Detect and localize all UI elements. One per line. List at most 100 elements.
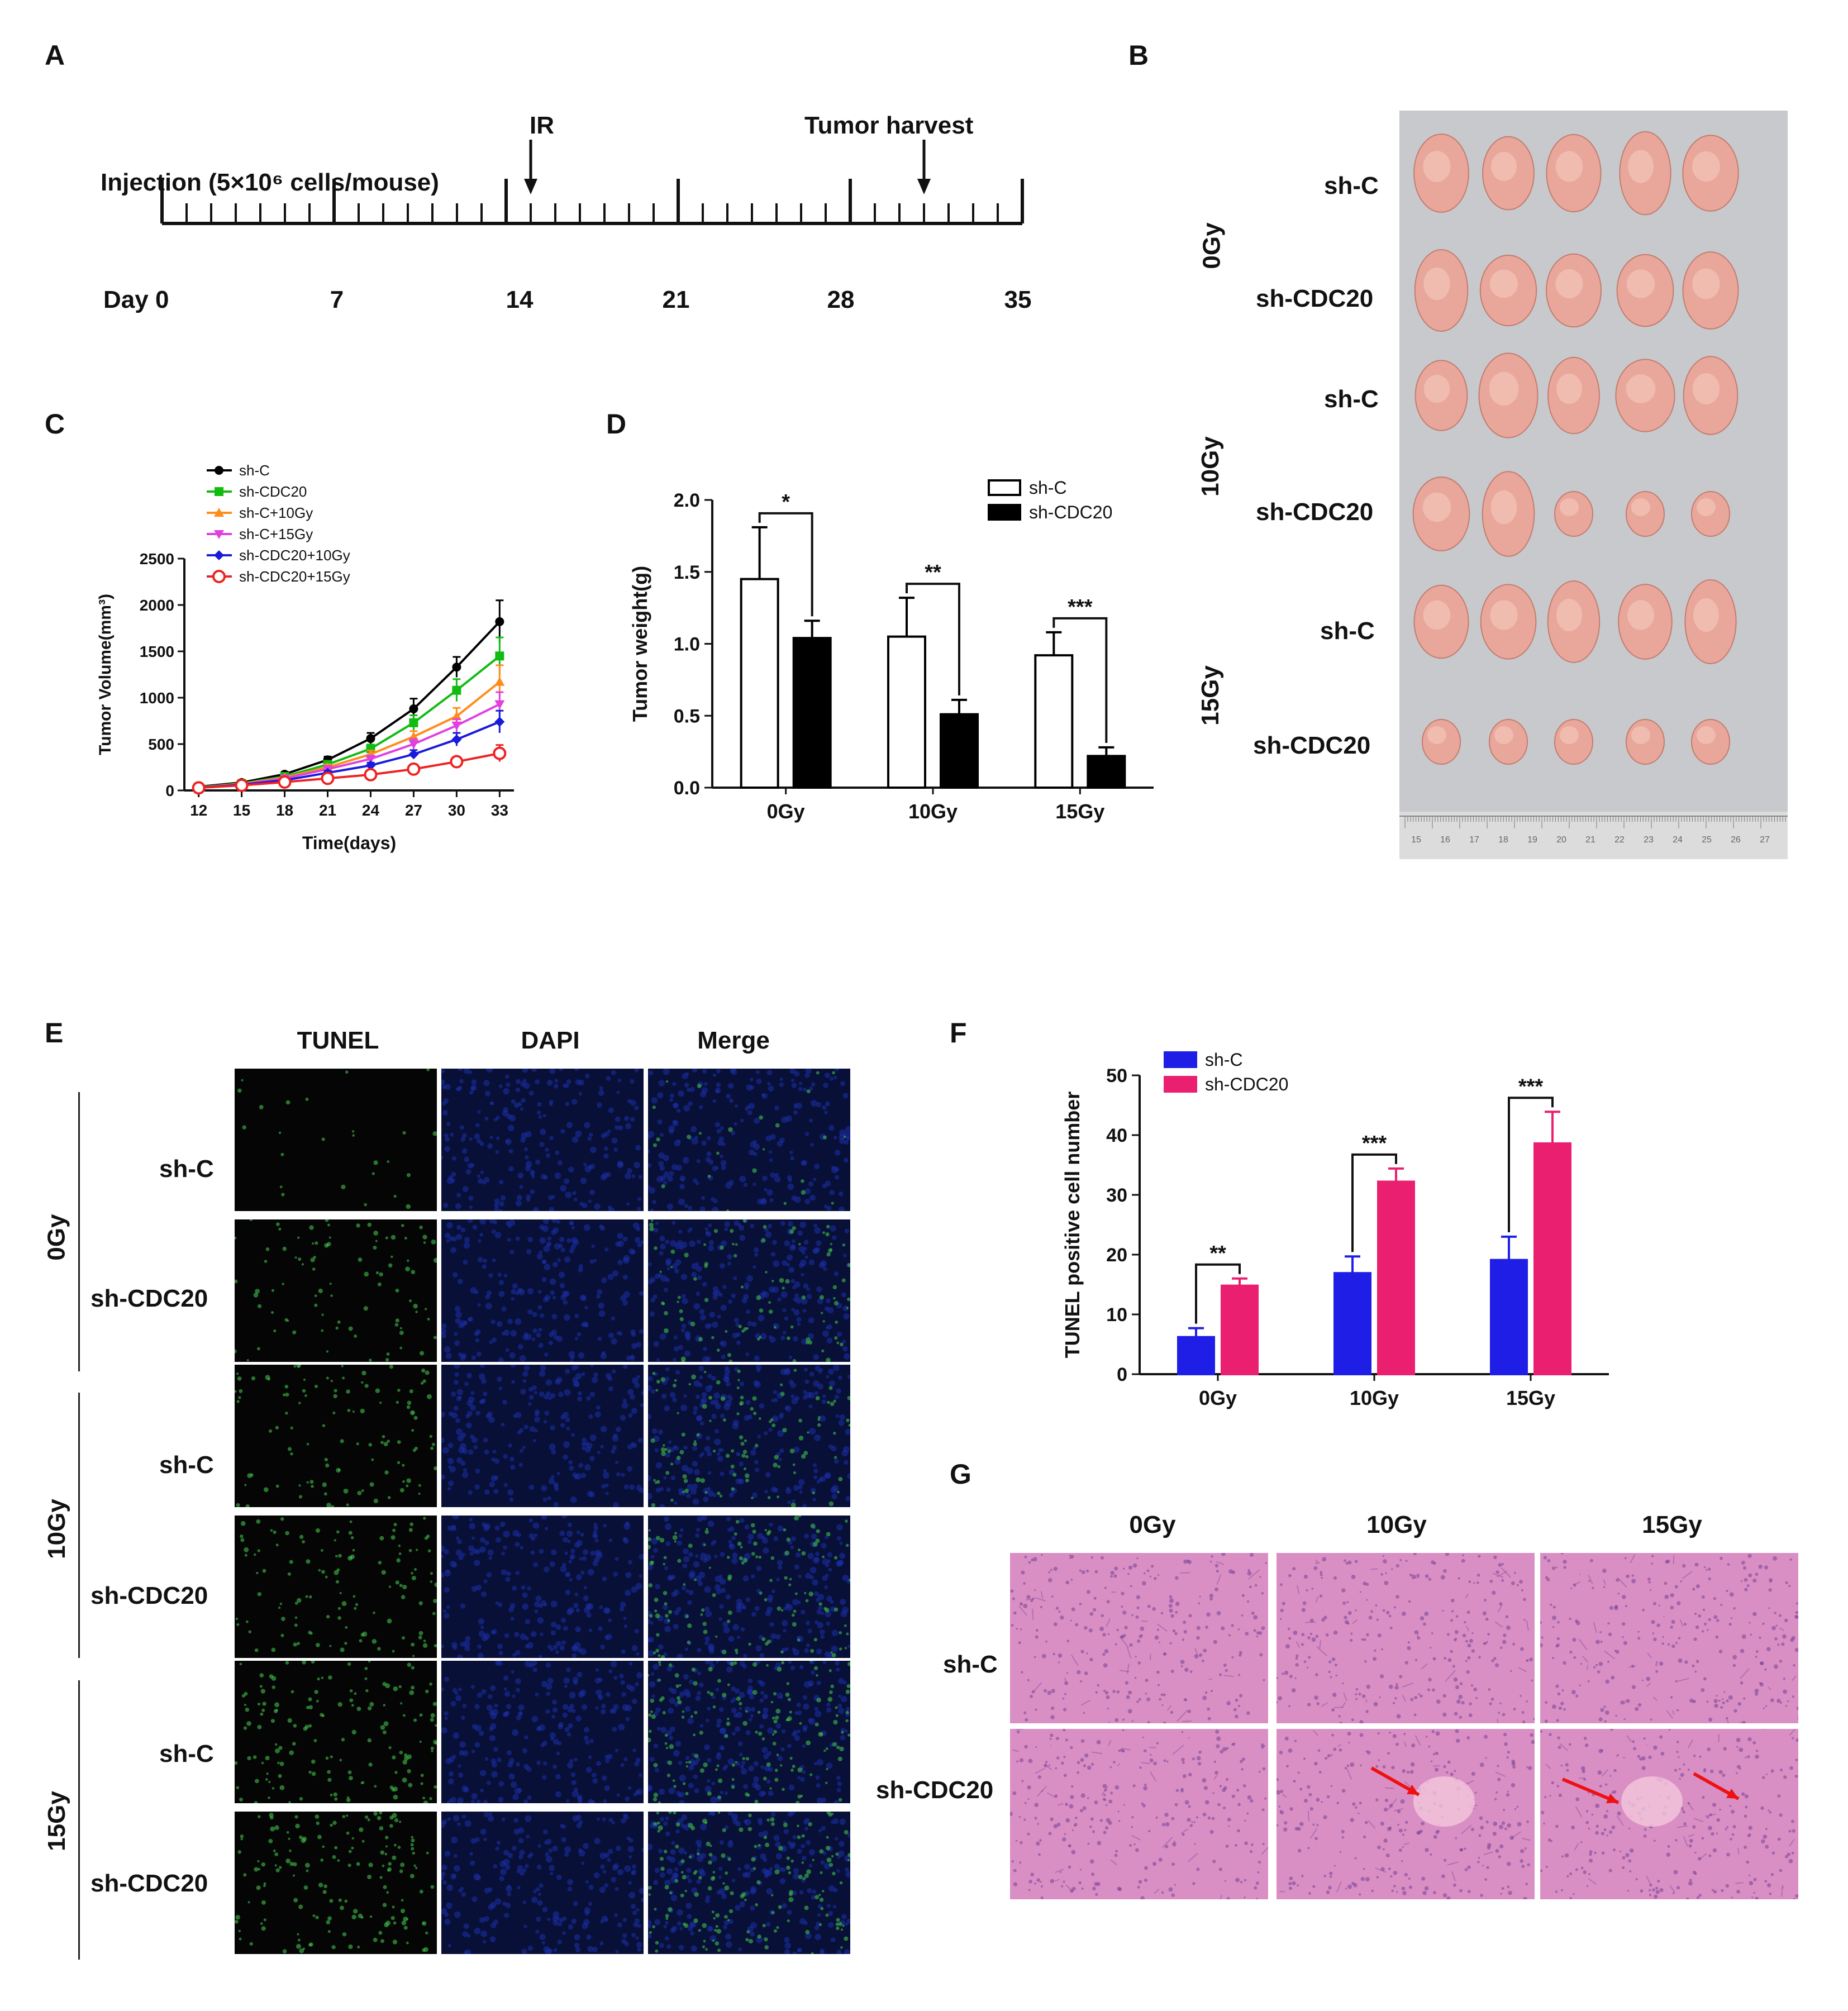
tunel-positive-cell — [244, 1484, 247, 1486]
tunel-positive-cell — [815, 1538, 820, 1543]
tunel-positive-cell — [742, 1219, 747, 1223]
he-nucleus — [1083, 1712, 1085, 1714]
tunel-positive-cell — [415, 1866, 418, 1870]
he-nucleus — [1246, 1600, 1249, 1603]
dapi-nucleus — [535, 1159, 541, 1165]
tunel-positive-cell — [752, 1867, 756, 1870]
dapi-nucleus — [801, 1273, 804, 1276]
he-nucleus — [1012, 1597, 1016, 1600]
tunel-positive-cell — [668, 1610, 672, 1614]
dapi-nucleus — [590, 1800, 596, 1803]
dapi-nucleus — [780, 1291, 788, 1298]
he-nucleus — [1086, 1652, 1088, 1655]
dapi-nucleus — [616, 1472, 621, 1476]
c-legend-label: sh-C+10Gy — [239, 504, 313, 521]
tunel-positive-cell — [746, 1930, 750, 1934]
tunel-positive-cell — [771, 1733, 775, 1736]
he-fiber — [1208, 1678, 1212, 1680]
dapi-nucleus — [696, 1292, 701, 1296]
tunel-positive-cell — [668, 1663, 673, 1667]
dapi-nucleus — [570, 1496, 577, 1503]
tunel-positive-cell — [759, 1336, 762, 1339]
he-nucleus — [1468, 1580, 1471, 1583]
tunel-positive-cell — [332, 1411, 336, 1414]
dapi-nucleus — [505, 1221, 511, 1226]
dapi-nucleus — [814, 1164, 820, 1170]
tunel-positive-cell — [312, 1914, 316, 1917]
dapi-nucleus — [845, 1428, 850, 1435]
dapi-nucleus — [800, 1259, 807, 1266]
dapi-nucleus — [802, 1695, 808, 1700]
tunel-positive-cell — [315, 1241, 318, 1245]
tunel-positive-cell — [392, 1755, 396, 1760]
dapi-nucleus — [441, 1069, 445, 1074]
dapi-nucleus — [764, 1227, 769, 1232]
tunel-positive-cell — [434, 1582, 437, 1588]
dapi-nucleus — [581, 1322, 585, 1327]
dapi-nucleus — [807, 1629, 812, 1634]
tunel-positive-cell — [399, 1331, 404, 1335]
tunel-positive-cell — [308, 1595, 312, 1599]
tunel-positive-cell — [667, 1760, 673, 1765]
dapi-nucleus — [649, 1187, 655, 1194]
dapi-nucleus — [671, 1164, 678, 1170]
dapi-nucleus — [708, 1643, 715, 1650]
tunel-positive-cell — [730, 1229, 734, 1233]
tunel-positive-cell — [413, 1718, 417, 1722]
tunel-positive-cell — [664, 1885, 669, 1890]
dapi-nucleus — [620, 1414, 626, 1421]
dapi-nucleus — [575, 1626, 581, 1633]
tunel-positive-cell — [828, 1386, 833, 1390]
dapi-nucleus — [740, 1627, 745, 1632]
dapi-nucleus — [513, 1828, 520, 1835]
dapi-nucleus — [799, 1890, 804, 1895]
dapi-nucleus — [657, 1119, 663, 1124]
he-nucleus — [1163, 1722, 1166, 1723]
dapi-nucleus — [793, 1110, 798, 1115]
dapi-nucleus — [454, 1853, 458, 1858]
tunel-positive-cell — [330, 1755, 333, 1759]
dapi-nucleus — [713, 1399, 719, 1405]
tunel-positive-cell — [770, 1817, 775, 1822]
dapi-nucleus — [713, 1392, 721, 1399]
dapi-nucleus — [801, 1844, 806, 1848]
dapi-nucleus — [564, 1256, 571, 1263]
dapi-nucleus — [725, 1933, 732, 1940]
tunel-positive-cell — [650, 1438, 655, 1443]
dapi-nucleus — [575, 1130, 582, 1137]
tunel-positive-cell — [280, 1517, 284, 1521]
dapi-nucleus — [623, 1617, 627, 1621]
he-nucleus — [1104, 1649, 1109, 1653]
tunel-positive-cell — [696, 1477, 701, 1483]
dapi-nucleus — [585, 1767, 592, 1773]
dapi-nucleus — [782, 1903, 787, 1909]
day-label-14: 14 — [506, 286, 534, 313]
dapi-nucleus — [779, 1414, 784, 1419]
dapi-nucleus — [698, 1105, 703, 1109]
tunel-positive-cell — [731, 1487, 735, 1491]
dapi-nucleus — [455, 1318, 461, 1324]
dapi-nucleus — [679, 1774, 686, 1781]
tunel-positive-cell — [654, 1908, 657, 1911]
dapi-nucleus — [547, 1496, 551, 1500]
dapi-nucleus — [809, 1428, 816, 1435]
c-series-line — [198, 721, 501, 789]
tunel-positive-cell — [396, 1558, 401, 1563]
dapi-nucleus — [715, 1429, 719, 1433]
tunel-positive-cell — [326, 1503, 331, 1507]
harvest-arrow-head — [917, 179, 931, 194]
he-nucleus — [1380, 1573, 1383, 1576]
dapi-nucleus — [666, 1944, 671, 1949]
dapi-nucleus — [489, 1481, 495, 1488]
dapi-nucleus — [746, 1309, 751, 1314]
he-nucleus — [1531, 1679, 1533, 1682]
tunel-positive-cell — [727, 1619, 731, 1623]
dapi-nucleus — [589, 1392, 596, 1397]
dapi-nucleus — [550, 1622, 557, 1628]
dapi-nucleus — [511, 1781, 517, 1788]
dapi-nucleus — [731, 1069, 737, 1075]
tunel-positive-cell — [389, 1365, 394, 1369]
tunel-positive-cell — [320, 1713, 324, 1717]
he-nucleus — [1053, 1566, 1058, 1571]
he-nucleus — [1189, 1670, 1193, 1673]
